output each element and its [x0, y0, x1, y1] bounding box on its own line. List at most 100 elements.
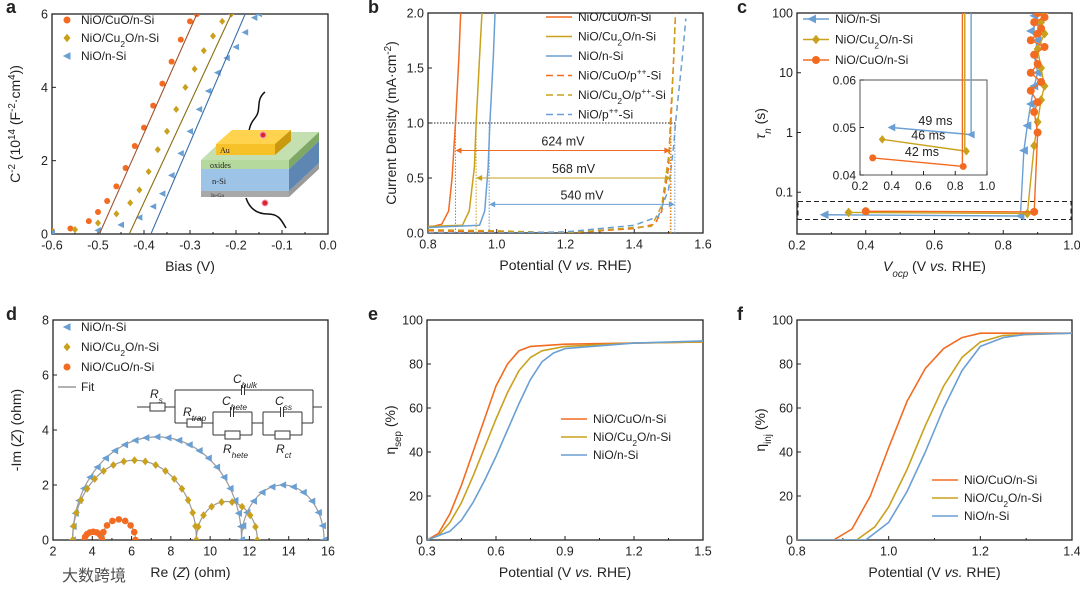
x-tick-label: 0.8	[995, 239, 1012, 253]
in-ga-layer	[201, 191, 289, 197]
x-tick-label: 1.2	[557, 238, 574, 252]
y-tick-label: 1.5	[407, 62, 424, 76]
inset-series-line	[891, 126, 972, 136]
y-tick-label: 20	[409, 490, 423, 504]
data-point	[122, 165, 129, 171]
label-segment: τ	[752, 133, 768, 139]
data-point	[252, 522, 259, 531]
data-point	[1037, 78, 1046, 87]
data-point	[130, 528, 138, 536]
data-point	[1040, 28, 1049, 39]
data-point	[100, 528, 107, 536]
data-point	[177, 36, 184, 43]
x-tick-label: 0.8	[947, 179, 964, 193]
layer-label-au: Au	[220, 146, 230, 155]
legend-item: NiO/n-Si	[803, 12, 880, 26]
equivalent-circuit	[137, 385, 322, 440]
label-segment: ) (ohm)	[185, 564, 230, 580]
legend-item: NiO/n-Si	[62, 49, 126, 63]
y-tick-label: 6	[41, 8, 48, 22]
device-schematic: Au oxides n-Si In-Ga	[201, 91, 319, 229]
data-point	[73, 508, 80, 517]
panel-letter: d	[6, 304, 17, 324]
x-tick-label: 0.4	[883, 179, 900, 193]
x-tick-label: 0.0	[319, 239, 336, 253]
data-point	[1030, 18, 1039, 27]
y-axis-label: Current Density (mA·cm-2)	[383, 41, 400, 205]
x-tick-label: -0.5	[87, 239, 109, 253]
legend-label: NiO/CuO/n-Si	[835, 53, 908, 67]
legend-label: NiO/n-Si	[835, 12, 880, 26]
legend-item: NiO/n-Si	[932, 509, 1009, 523]
legend-item: NiO/Cu2O/n-Si	[546, 30, 656, 48]
label-segment: 2	[617, 38, 622, 48]
data-point	[1023, 208, 1032, 219]
hole-icon	[259, 131, 267, 139]
y-tick-label: 0.1	[776, 186, 793, 200]
data-point	[72, 226, 78, 234]
data-point	[237, 536, 245, 540]
data-point	[1033, 98, 1042, 107]
data-point	[1029, 81, 1039, 91]
legend-label: NiO/CuO/n-Si	[964, 473, 1037, 487]
label-segment: RHE)	[593, 564, 631, 580]
legend-item: NiO/p++-Si	[546, 106, 633, 122]
label-segment: NiO/n-Si	[593, 448, 638, 462]
legend-item: NiO/Cu2O/n-Si	[561, 430, 671, 448]
x-tick-label: 14	[282, 545, 296, 559]
data-point	[278, 481, 287, 489]
x-tick-label: 16	[321, 545, 335, 559]
x-tick-label: 0.6	[487, 545, 504, 559]
label-segment: Re (	[150, 564, 177, 580]
data-point	[1030, 50, 1039, 59]
data-point	[208, 502, 215, 511]
x-tick-label: -0.2	[225, 239, 247, 253]
data-point	[178, 484, 186, 493]
label-segment: (%)	[382, 405, 398, 431]
data-point	[185, 441, 193, 449]
y-tick-label: 80	[409, 358, 423, 372]
data-point	[249, 497, 257, 505]
panel-letter: f	[737, 304, 744, 324]
label-segment: ss	[284, 402, 293, 412]
label-segment: vs.	[575, 564, 593, 580]
label-segment: 14	[7, 128, 18, 139]
inset-data-point	[962, 147, 970, 156]
data-point	[200, 47, 207, 55]
x-tick-label: 1.0	[1063, 239, 1080, 253]
data-point	[1040, 42, 1049, 51]
data-point	[250, 14, 258, 21]
legend-label: NiO/Cu2O/n-Si	[578, 30, 656, 48]
voltage-gap-label: 624 mV	[541, 135, 585, 149]
y-tick-label: 0	[416, 534, 423, 548]
data-point	[191, 65, 198, 73]
legend-item: NiO/n-Si	[561, 448, 638, 462]
label-segment: trap	[192, 413, 207, 423]
legend-label: NiO/CuO/n-Si	[81, 13, 154, 27]
x-tick-label: 0.6	[915, 179, 932, 193]
layer-label-oxides: oxides	[210, 161, 231, 170]
y-tick-label: 60	[779, 402, 793, 416]
plot-area	[797, 332, 1072, 540]
data-point	[113, 210, 120, 218]
label-segment: NiO/Cu	[593, 430, 632, 444]
legend-marker	[62, 52, 71, 60]
legend-item: NiO/n-Si	[546, 49, 623, 63]
data-point	[1026, 86, 1035, 95]
legend-label: NiO/CuO/p++-Si	[578, 67, 661, 83]
x-tick-label: 4	[89, 545, 96, 559]
y-tick-label: 100	[772, 7, 793, 21]
x-tick-label: 0.8	[788, 545, 805, 559]
legend-label: NiO/n-Si	[81, 320, 126, 334]
data-point	[162, 466, 169, 475]
panel-e: e 0.3 0.6 0.9 1.2 1.5 0 20 40 60 80 100 Potential (V…	[368, 304, 712, 580]
label-segment: C	[222, 394, 231, 408]
label-segment: 2	[1003, 499, 1008, 509]
label-segment: RHE)	[948, 258, 986, 274]
panel-b: b 0.8 1.0 1.2 1.4 1.6 0.0 0.5 1.0 1.5 2.0 Potential…	[368, 0, 712, 273]
y-axis-label: -Im (Z) (ohm)	[8, 389, 24, 471]
label-segment: NiO/CuO/n-Si	[964, 473, 1037, 487]
series-line	[428, 13, 677, 233]
